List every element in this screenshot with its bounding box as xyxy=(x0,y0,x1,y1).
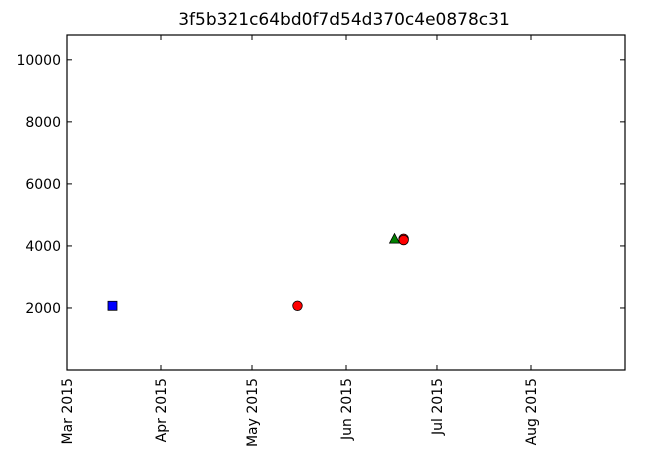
data-point-triangle xyxy=(388,232,401,244)
data-point-circle xyxy=(398,234,409,246)
data-point-square xyxy=(107,300,118,311)
plot-area-frame xyxy=(66,34,626,371)
y-tick-label: 8000 xyxy=(25,115,61,131)
data-markers xyxy=(107,232,409,311)
y-tick-label: 6000 xyxy=(25,177,61,193)
chart-title: 3f5b321c64bd0f7d54d370c4e0878c31 xyxy=(178,10,510,30)
x-tick-label: May 2015 xyxy=(245,378,261,447)
y-tick-label: 2000 xyxy=(25,301,61,317)
y-tick-label: 10000 xyxy=(16,53,61,69)
x-axis: Mar 2015 Apr 2015 May 2015 Jun 2015 Jul 2015… xyxy=(60,35,540,447)
x-tick-label: Jul 2015 xyxy=(430,378,446,436)
x-tick-label: Mar 2015 xyxy=(60,378,76,445)
x-tick-label: Jun 2015 xyxy=(339,378,355,441)
data-point-circle xyxy=(292,300,303,311)
x-tick-label: Aug 2015 xyxy=(524,378,540,445)
y-tick-label: 4000 xyxy=(25,239,61,255)
x-tick-label: Apr 2015 xyxy=(154,378,170,442)
y-axis: 2000 4000 6000 8000 10000 xyxy=(16,53,625,317)
